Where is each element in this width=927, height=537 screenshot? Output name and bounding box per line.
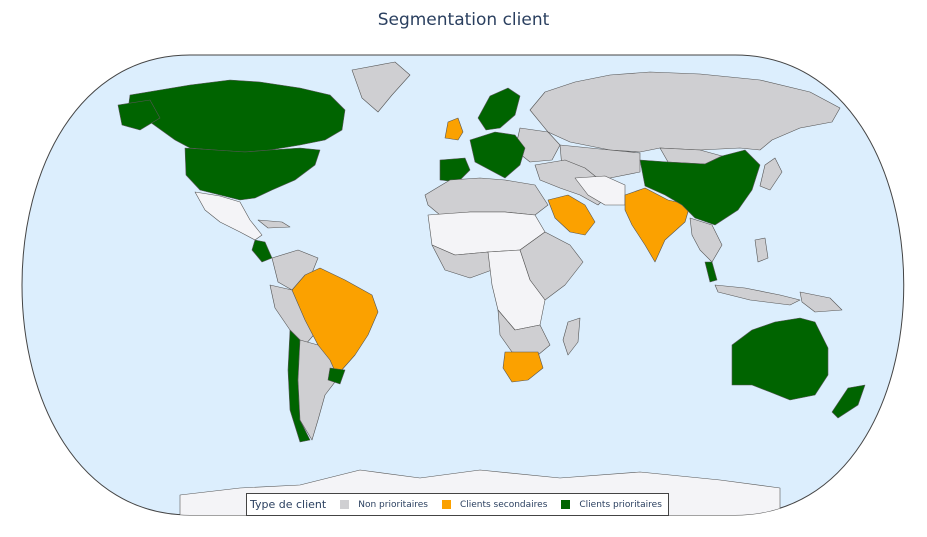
legend-swatch [441,500,451,509]
legend-label: Clients secondaires [459,499,548,510]
map-title: Segmentation client [377,10,550,30]
legend: Type de client Non prioritaires Clients … [246,493,669,516]
country-new-zealand[interactable] [831,384,866,419]
country-madagascar[interactable] [562,317,581,356]
legend-item-clients-prioritaires[interactable]: Clients prioritaires [561,500,662,510]
country-argentina[interactable] [297,339,339,441]
country-southern-africa[interactable] [497,309,551,356]
country-usa[interactable] [184,147,321,201]
country-cuba[interactable] [257,219,291,229]
country-iberia[interactable] [439,157,471,183]
country-united-kingdom[interactable] [444,117,464,141]
legend-title: Type de client [250,498,327,511]
legend-label: Non prioritaires [358,499,428,510]
country-saudi-arabia[interactable] [547,194,596,236]
country-china[interactable] [639,149,761,226]
country-uruguay[interactable] [327,367,346,385]
country-central-america[interactable] [251,239,273,263]
legend-swatch [340,500,350,509]
country-philippines[interactable] [754,237,769,263]
country-indonesia[interactable] [714,284,801,306]
legend-swatch [561,500,571,509]
country-malaysia[interactable] [704,261,718,283]
country-western-europe[interactable] [469,131,526,179]
country-japan[interactable] [759,157,783,191]
legend-item-non-prioritaires[interactable]: Non prioritaires [340,500,428,510]
country-greenland[interactable] [351,61,411,113]
country-australia[interactable] [731,317,829,401]
legend-label: Clients prioritaires [579,499,662,510]
country-canada[interactable] [127,79,346,153]
country-india[interactable] [624,187,691,263]
legend-item-clients-secondaires[interactable]: Clients secondaires [441,499,548,510]
country-alaska[interactable] [117,99,161,131]
country-papua[interactable] [799,291,843,313]
country-south-africa[interactable] [502,351,544,383]
country-scandinavia[interactable] [477,87,521,131]
country-north-africa[interactable] [424,177,549,216]
country-mexico[interactable] [194,191,263,241]
country-russia[interactable] [529,71,841,153]
